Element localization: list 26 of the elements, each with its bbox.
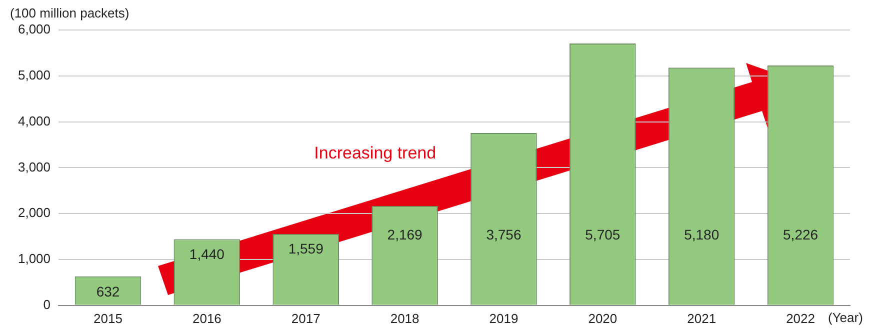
x-tick-label: 2019 (489, 310, 518, 326)
y-tick-label: 4,000 (18, 113, 51, 128)
data-label: 5,705 (585, 226, 620, 242)
x-tick-label: 2015 (94, 310, 122, 326)
data-label: 5,180 (684, 226, 720, 242)
x-tick-label: 2020 (588, 310, 618, 326)
x-tick-label: 2022 (786, 310, 815, 326)
x-tick-label: 2021 (687, 310, 716, 326)
data-label: 1,559 (288, 240, 324, 257)
data-label: 2,169 (387, 226, 423, 242)
data-label: 1,440 (189, 246, 225, 262)
y-axis-title: (100 million packets) (10, 6, 130, 21)
x-tick-label: 2016 (192, 310, 222, 326)
y-tick-label: 2,000 (18, 205, 51, 220)
x-tick-label: 2018 (390, 310, 420, 326)
y-tick-label: 6,000 (18, 22, 51, 37)
y-tick-label: 1,000 (18, 251, 51, 266)
x-tick-label: 2017 (291, 310, 320, 326)
data-label: 3,756 (486, 226, 522, 242)
data-label: 5,226 (783, 226, 818, 242)
x-axis-title: (Year) (828, 310, 863, 325)
y-tick-label: 3,000 (18, 159, 51, 174)
y-tick-label: 0 (43, 296, 51, 312)
y-tick-label: 5,000 (18, 67, 51, 82)
annotation: Increasing trend (314, 144, 436, 163)
data-label: 632 (96, 283, 120, 300)
